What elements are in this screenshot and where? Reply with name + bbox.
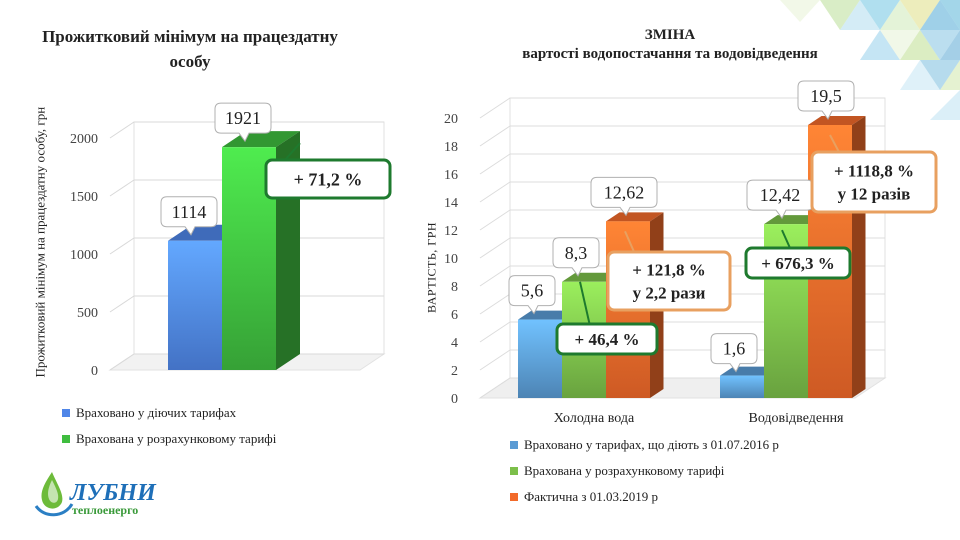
right-chart-title-line2: вартості водопостачання та водовідведенн… <box>522 46 818 62</box>
right-data-label-2-1: 1,6 <box>723 339 746 359</box>
left-y-tick-label: 2000 <box>70 132 98 147</box>
left-data-label-2-box <box>214 102 272 143</box>
left-legend-item-1: Враховано у діючих тарифах <box>62 405 236 421</box>
right-legend-item-2: Врахована у розрахунковому тарифі <box>510 463 724 479</box>
right-callout-water-orange-box <box>606 250 732 312</box>
right-y-tick-label: 14 <box>444 196 458 211</box>
right-data-label-1-1: 5,6 <box>521 281 544 301</box>
right-legend-label-2: Врахована у розрахунковому тарифі <box>524 463 725 478</box>
left-gridline <box>109 295 384 313</box>
left-gridline <box>109 237 384 255</box>
right-x-category-label: Холодна вода <box>554 411 635 426</box>
right-callout-water-green-pointer <box>579 281 591 327</box>
right-gridline <box>479 349 885 371</box>
left-legend-item-2: Врахована у розрахунковому тарифі <box>62 431 276 447</box>
right-data-label-1-2-box <box>552 237 600 277</box>
right-callout-sewage-green-pointer <box>781 229 791 249</box>
right-y-tick-label: 18 <box>444 140 458 155</box>
left-chart: 0 500 1000 1500 2000 1114 1921 + 71,2 % <box>70 102 392 379</box>
right-data-label-2-3-box <box>797 80 855 120</box>
left-y-axis-title: Прожитковий мінімум на працездатну особу… <box>32 106 48 378</box>
left-data-label-1-box <box>160 196 218 236</box>
right-y-tick-label: 12 <box>444 224 458 239</box>
right-bar-2-1 <box>720 375 764 398</box>
right-y-tick-label: 8 <box>451 280 458 295</box>
left-legend-label-2: Врахована у розрахунковому тарифі <box>76 431 277 446</box>
right-callout-water-orange-pointer <box>624 230 636 255</box>
right-bar-2-3-top <box>808 116 866 125</box>
right-gridline <box>479 153 885 175</box>
left-data-label-1: 1114 <box>172 202 207 222</box>
right-bar-2-2-top <box>764 215 822 225</box>
right-data-label-1-3: 12,62 <box>604 182 645 202</box>
right-data-label-2-3: 19,5 <box>810 86 842 106</box>
right-legend-item-3: Фактична з 01.03.2019 р <box>510 489 658 505</box>
right-data-label-2-2: 12,42 <box>760 185 801 205</box>
left-y-tick-label: 1500 <box>70 190 98 205</box>
right-legend-label-1: Враховано у тарифах, що діють з 01.07.20… <box>524 437 779 452</box>
left-gridline <box>109 353 384 371</box>
logo-subtitle: теплоенерго <box>72 503 138 517</box>
right-callout-water-orange-text-2: у 2,2 рази <box>633 283 706 302</box>
right-callout-water-orange-text-1: + 121,8 % <box>632 260 705 279</box>
right-y-tick-label: 16 <box>444 168 458 183</box>
right-bar-1-1 <box>518 319 562 398</box>
left-y-tick-label: 0 <box>91 364 98 379</box>
company-logo: ЛУБНИ теплоенерго <box>34 472 157 517</box>
left-callout-pointer <box>284 142 301 161</box>
right-data-label-1-2: 8,3 <box>565 243 588 263</box>
legend-swatch-blue <box>62 409 70 417</box>
right-callout-water-green-text-1: + 46,4 % <box>575 330 640 349</box>
right-y-tick-label: 0 <box>451 392 458 407</box>
right-y-tick-label: 6 <box>451 308 458 323</box>
right-gridline <box>479 97 885 119</box>
left-data-label-2: 1921 <box>225 108 261 128</box>
right-callout-sewage-green-box <box>744 246 852 280</box>
left-legend-label-1: Враховано у діючих тарифах <box>76 405 237 420</box>
right-bar-1-1-top <box>518 310 576 320</box>
legend-swatch-green <box>62 435 70 443</box>
right-y-tick-label: 2 <box>451 364 458 379</box>
right-data-label-2-1-box <box>710 333 758 373</box>
left-chart-title: Прожитковий мінімум на працездатну особу <box>42 27 338 71</box>
right-callout-sewage-orange-text-2: у 12 разів <box>838 184 911 203</box>
right-y-tick-label: 4 <box>451 336 458 351</box>
right-bar-1-2-top <box>562 272 620 282</box>
left-bar-1 <box>168 240 222 370</box>
right-bar-1-3-top <box>606 212 664 222</box>
right-y-tick-label: 20 <box>444 112 458 127</box>
decorative-triangles <box>780 0 960 120</box>
legend-swatch-olive <box>510 467 518 475</box>
legend-swatch-orange <box>510 493 518 501</box>
right-y-tick-label: 10 <box>444 252 458 267</box>
right-data-label-1-1-box <box>508 275 556 315</box>
legend-swatch-steel <box>510 441 518 449</box>
left-y-tick-label: 1000 <box>70 248 98 263</box>
left-gridline <box>109 121 384 139</box>
left-callout-box <box>264 158 392 200</box>
right-gridline <box>479 237 885 259</box>
right-callout-water-green-box <box>555 322 659 356</box>
right-data-label-1-3-box <box>590 176 658 217</box>
right-callout-sewage-orange-text-1: + 1118,8 % <box>834 161 914 180</box>
right-chart-title: ЗМІНА вартості водопостачання та водовід… <box>470 26 870 64</box>
left-callout-text-1: + 71,2 % <box>294 169 363 189</box>
logo-name: ЛУБНИ <box>69 480 157 506</box>
right-x-category-label: Водовідведення <box>749 411 845 426</box>
right-callout-sewage-orange-box <box>810 150 938 214</box>
right-gridline <box>479 125 885 147</box>
right-chart: 0 2 4 6 8 10 12 14 16 18 20 Холодна вода Водовідведе… <box>444 80 938 426</box>
right-legend-label-3: Фактична з 01.03.2019 р <box>524 489 658 504</box>
right-chart-title-line1: ЗМІНА <box>644 27 696 43</box>
right-legend-item-1: Враховано у тарифах, що діють з 01.07.20… <box>510 437 779 453</box>
left-y-tick-label: 500 <box>77 306 98 321</box>
right-callout-sewage-green-text-1: + 676,3 % <box>761 254 834 273</box>
right-gridline <box>479 321 885 343</box>
